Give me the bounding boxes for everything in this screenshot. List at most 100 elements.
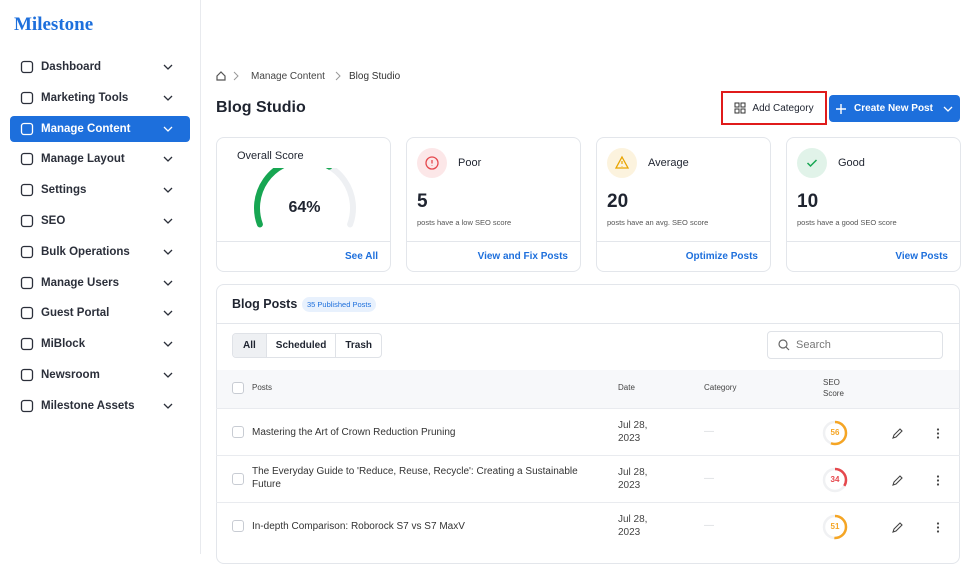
- nav-item[interactable]: SEO: [10, 208, 190, 234]
- post-row[interactable]: The Everyday Guide to 'Reduce, Reuse, Re…: [216, 455, 960, 502]
- nav-label: SEO: [41, 215, 66, 227]
- overall-score-card: Overall Score 64% See All: [216, 137, 391, 272]
- row-checkbox[interactable]: [232, 426, 244, 438]
- post-date: Jul 28, 2023: [618, 514, 648, 538]
- chevron: [163, 403, 173, 409]
- card-title: Overall Score: [237, 150, 304, 162]
- status-icon: [417, 148, 447, 178]
- tab[interactable]: Trash: [335, 334, 381, 357]
- card-description: posts have a low SEO score: [417, 218, 512, 227]
- table-header: Posts Date Category SEO Score: [217, 370, 959, 408]
- nav-item[interactable]: Bulk Operations: [10, 239, 190, 265]
- card-divider: [597, 241, 770, 242]
- nav-item[interactable]: Manage Content: [10, 115, 190, 142]
- card-title: Poor: [458, 157, 482, 169]
- more-icon[interactable]: [936, 428, 940, 439]
- chevron: [163, 341, 173, 348]
- gauge-value: [254, 168, 356, 228]
- row-checkbox[interactable]: [232, 473, 244, 485]
- seo-score: 56: [830, 428, 840, 437]
- nav-label: MiBlock: [41, 338, 86, 351]
- nav-icon: [20, 276, 34, 289]
- add-category-button[interactable]: Add Category: [721, 91, 827, 125]
- edit-icon[interactable]: [892, 522, 903, 533]
- nav-icon: [20, 245, 34, 258]
- section-title: Blog Posts: [232, 297, 298, 311]
- nav-item[interactable]: Marketing Tools: [10, 85, 190, 111]
- nav-item[interactable]: Settings: [10, 177, 190, 203]
- nav-label: Settings: [41, 184, 87, 197]
- nav-item[interactable]: Manage Users: [10, 270, 190, 296]
- seo-ring-value: [822, 467, 848, 493]
- logo[interactable]: Milestone: [14, 14, 94, 35]
- card-description: posts have an avg. SEO score: [607, 218, 709, 227]
- chevron: [163, 280, 173, 286]
- nav-icon: [20, 307, 34, 320]
- select-all[interactable]: [232, 382, 244, 394]
- post-row[interactable]: Mastering the Art of Crown Reduction Pru…: [216, 408, 960, 455]
- post-title[interactable]: In-depth Comparison: Roborock S7 vs S7 M…: [252, 521, 465, 532]
- edit-icon[interactable]: [892, 428, 903, 439]
- status-icon: [607, 148, 637, 178]
- create-post-button[interactable]: Create New Post: [829, 95, 960, 122]
- chevron: [163, 156, 173, 163]
- nav-item[interactable]: Guest Portal: [10, 300, 190, 326]
- nav-icon: [20, 399, 34, 412]
- nav-icon: [20, 153, 34, 166]
- nav-label: Manage Content: [41, 122, 131, 135]
- row-checkbox[interactable]: [232, 520, 244, 532]
- chevron: [163, 249, 173, 255]
- nav-label: Manage Users: [41, 276, 119, 289]
- nav-label: Milestone Assets: [41, 399, 135, 412]
- nav-label: Newsroom: [41, 369, 100, 381]
- card-link[interactable]: View Posts: [895, 251, 948, 262]
- more-icon[interactable]: [936, 475, 940, 486]
- seo-score: 51: [830, 522, 840, 531]
- chevron: [163, 187, 173, 194]
- nav-label: Marketing Tools: [41, 91, 129, 104]
- nav-item[interactable]: Milestone Assets: [10, 393, 190, 419]
- nav-item[interactable]: Manage Layout: [10, 146, 190, 172]
- more-icon[interactable]: [936, 522, 940, 533]
- chevron: [163, 64, 173, 70]
- card-description: posts have a good SEO score: [797, 218, 897, 227]
- column-header: Date: [618, 383, 635, 392]
- score-gauge: [254, 168, 356, 228]
- breadcrumb-link[interactable]: Manage Content: [251, 71, 325, 82]
- post-title[interactable]: The Everyday Guide to 'Reduce, Reuse, Re…: [252, 466, 578, 490]
- card-link[interactable]: Optimize Posts: [685, 251, 758, 262]
- search-box[interactable]: Search: [767, 331, 943, 359]
- tab[interactable]: All: [233, 334, 266, 357]
- post-title[interactable]: Mastering the Art of Crown Reduction Pru…: [252, 427, 456, 438]
- card-divider: [407, 241, 580, 242]
- post-row[interactable]: In-depth Comparison: Roborock S7 vs S7 M…: [216, 502, 960, 549]
- nav-label: Guest Portal: [41, 307, 110, 320]
- chevron: [163, 126, 173, 132]
- tab[interactable]: Scheduled: [265, 334, 336, 357]
- nav-icon: [20, 60, 34, 74]
- card-divider: [787, 241, 960, 242]
- nav-icon: [20, 91, 34, 104]
- nav-item[interactable]: Newsroom: [10, 362, 190, 388]
- tabs: All Scheduled Trash: [232, 333, 383, 358]
- column-header: Posts: [252, 383, 273, 392]
- card-link[interactable]: See All: [345, 251, 378, 262]
- card-count: 20: [607, 191, 629, 212]
- seo-ring-value: [822, 514, 848, 540]
- card-link[interactable]: View and Fix Posts: [477, 251, 568, 262]
- card-divider: [217, 241, 390, 242]
- search-placeholder: Search: [796, 339, 831, 351]
- edit-icon[interactable]: [892, 475, 903, 486]
- seo-ring: [822, 514, 848, 540]
- nav-item[interactable]: Dashboard: [10, 54, 190, 80]
- page-title: Blog Studio: [216, 99, 306, 116]
- nav-item[interactable]: MiBlock: [10, 331, 190, 357]
- count-badge: 35 Published Posts: [302, 297, 377, 312]
- home-icon[interactable]: [215, 70, 227, 82]
- breadcrumb-current: Blog Studio: [349, 71, 401, 82]
- panel-divider: [216, 323, 960, 324]
- seo-card: Good 10 posts have a good SEO score View…: [786, 137, 961, 272]
- nav-label: Dashboard: [41, 61, 102, 73]
- seo-score: 34: [830, 475, 840, 484]
- chevron: [163, 218, 173, 224]
